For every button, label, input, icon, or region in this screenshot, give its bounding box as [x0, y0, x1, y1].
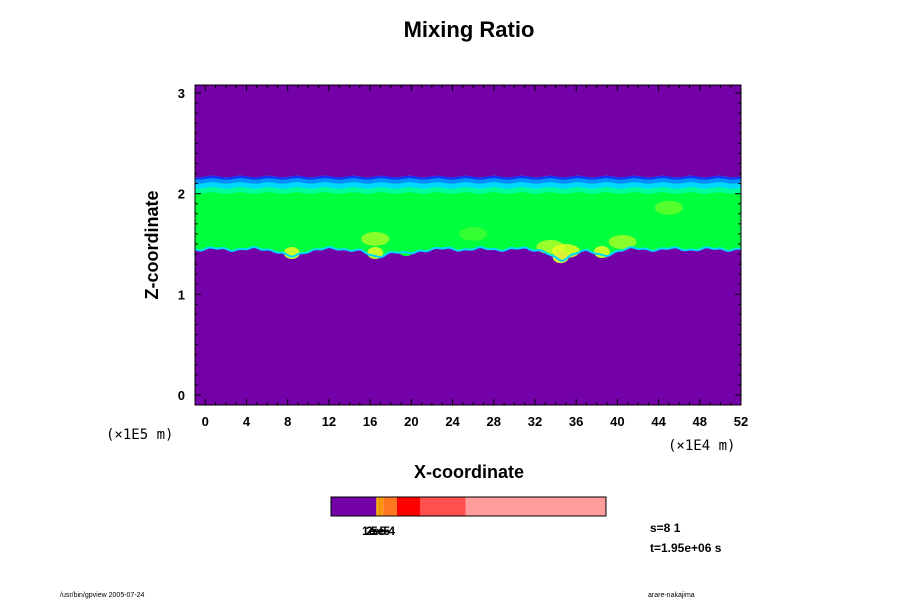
step-label: s=8 1: [650, 521, 681, 535]
y-axis-ticks: 0 1 2 3: [178, 86, 741, 403]
bright-patch: [654, 200, 683, 215]
colorbar-frame: [330, 496, 607, 517]
x-tick-label: 48: [693, 414, 707, 429]
x-tick-label: 32: [528, 414, 542, 429]
top-edge-band: [195, 175, 741, 180]
x-tick-label: 4: [243, 414, 251, 429]
colorbar-segment: [379, 497, 384, 516]
x-tick-label: 0: [202, 414, 209, 429]
x-tick-label: 16: [363, 414, 377, 429]
top-edge-band: [195, 182, 741, 189]
colorbar: [330, 496, 607, 517]
top-edge-band: [195, 178, 741, 184]
colorbar-segment: [376, 497, 379, 516]
x-tick-label: 36: [569, 414, 583, 429]
bright-patch: [459, 226, 488, 241]
colorbar-segment: [378, 497, 380, 516]
bright-patch: [361, 231, 390, 246]
footer-right: arare-nakajima: [648, 592, 695, 599]
x-tick-label: 40: [610, 414, 624, 429]
colorbar-segment: [383, 497, 397, 516]
x-axis-label: X-coordinate: [414, 462, 524, 482]
y-scale-note: (×1E5 m): [106, 427, 173, 443]
colorbar-segment: [465, 497, 606, 516]
plot-frame: [194, 84, 742, 406]
colorbar-segment: [420, 497, 466, 516]
time-label: t=1.95e+06 s: [650, 541, 722, 555]
y-axis-label: Z-coordinate: [142, 190, 162, 299]
x-tick-label: 28: [487, 414, 501, 429]
x-tick-label: 24: [445, 414, 460, 429]
dip-patch: [398, 244, 415, 257]
y-tick-label: 3: [178, 86, 185, 101]
x-tick-label: 20: [404, 414, 418, 429]
x-tick-label: 12: [322, 414, 336, 429]
top-edge-band: [195, 187, 741, 194]
colorbar-label: 1e-5: [362, 524, 386, 538]
colorbar-segment: [397, 497, 421, 516]
footer-left: /usr/bin/gpview 2005-07-24: [60, 592, 145, 599]
x-tick-label: 44: [651, 414, 666, 429]
humid-layer: [195, 175, 741, 261]
chart-title: Mixing Ratio: [404, 17, 535, 42]
layer-bottom-edge: [195, 246, 741, 262]
y-tick-label: 0: [178, 388, 185, 403]
colorbar-label: 2e-5: [366, 524, 390, 538]
y-tick-label: 1: [178, 287, 185, 302]
colorbar-labels: 1e-52e-55e-4: [362, 524, 395, 538]
y-tick-label: 2: [178, 187, 185, 202]
x-scale-note: (×1E4 m): [668, 438, 735, 454]
x-axis-ticks: 0 4 8 12 16 20 24 28 32 36 40 44 48 52: [202, 85, 748, 429]
x-tick-label: 8: [284, 414, 291, 429]
colorbar-segment: [331, 497, 377, 516]
colorbar-label: 5e-4: [371, 524, 395, 538]
layer-top-edge: [195, 175, 741, 194]
bright-patch: [608, 234, 637, 249]
x-tick-label: 52: [734, 414, 748, 429]
